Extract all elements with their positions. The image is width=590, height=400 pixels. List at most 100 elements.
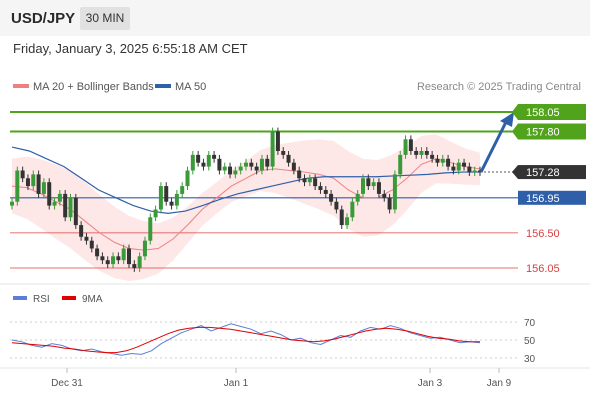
candle [456,158,461,175]
support-label-156-50: 156.50 [526,228,560,240]
candle [73,193,78,229]
candle [100,252,105,265]
candle-body [371,182,376,187]
candle-body [148,217,153,241]
ma9-legend-label: 9MA [82,294,103,305]
candle-body [95,248,100,257]
candle [472,166,477,176]
forecast-arrow [479,112,514,173]
candle [111,252,116,268]
candle [451,162,456,175]
candle [190,151,195,175]
candle [212,151,217,163]
candle-body [462,162,467,167]
candle [361,174,365,198]
chart-datetime: Friday, January 3, 2025 6:55:18 AM CET [13,41,248,56]
candle-body [41,182,46,194]
candle-body [334,201,339,210]
candle [430,151,435,163]
candle [291,158,296,175]
forecast-arrow-head [500,112,514,127]
ma20-legend-label: MA 20 + Bollinger Bands [33,81,154,93]
candle-body [414,151,419,155]
candle-body [169,201,174,206]
candle-body [25,178,30,187]
candle-body [84,236,89,241]
candle-body [196,154,201,163]
candle-body [137,256,142,268]
candle [137,252,142,272]
candle-body [89,240,94,249]
candle-body [270,131,275,167]
candle-body [79,225,84,237]
candle-body [307,178,312,183]
candle-body [302,178,307,183]
candle-body [73,197,78,226]
candle [127,244,131,268]
candle-body [164,186,169,202]
candle-body [31,174,36,187]
candle-body [419,151,424,155]
candle-body [339,209,344,226]
resistance-label-box-158-05 [518,104,586,120]
ma50-legend-label: MA 50 [175,81,206,93]
candle-body [366,178,371,187]
ma50-legend-swatch [155,84,171,88]
candle-body [15,170,20,202]
candle [196,151,201,167]
candle [440,154,445,167]
candle [180,182,185,198]
bollinger-band [12,134,480,282]
rsi-tick-70: 70 [524,318,536,329]
candle [164,182,169,206]
candle [41,178,46,198]
candle [36,170,41,198]
resistance-label-158-05: 158.05 [526,107,560,119]
candle [153,205,158,222]
candle [270,127,275,171]
moving-averages [11,146,481,251]
candle-body [142,240,147,257]
resistance-label-157-80: 157.80 [526,127,560,139]
candle-body [212,154,217,159]
candle [222,162,227,175]
candle [238,162,243,175]
candle-body [153,209,158,218]
candle [286,151,291,167]
x-tick-label: Jan 3 [418,378,443,389]
timeframe-button[interactable]: 30 MIN [80,7,130,30]
candle [467,162,472,176]
candle-body [286,154,291,163]
candle-body [318,186,323,190]
candle [201,158,206,171]
candle [121,244,126,265]
candle-body [185,170,190,187]
last-price-label-pointer [512,165,518,180]
candle-body [111,256,116,265]
candle-body [430,154,435,159]
pivot-label: 156.95 [526,193,560,205]
candle [419,147,424,159]
resistance-label-pointer-158-05 [512,104,518,120]
candle [424,147,429,159]
candle [297,166,302,183]
bollinger-fill [12,134,480,282]
candle-body [47,182,52,206]
candle-body [249,162,254,167]
x-tick-label: Dec 31 [51,378,83,389]
candle-body [174,193,179,206]
candle-body [323,190,328,194]
support-label-156-05: 156.05 [526,263,560,275]
pivot-label-box [518,190,586,205]
candle [249,158,254,171]
candle [31,170,36,190]
x-tick-label: Jan 9 [487,378,512,389]
candle [233,166,238,179]
candle [79,221,84,241]
candle [47,178,52,210]
candle [116,252,121,265]
candle-body [392,174,397,210]
candle [169,197,174,210]
candle-body [329,193,334,202]
